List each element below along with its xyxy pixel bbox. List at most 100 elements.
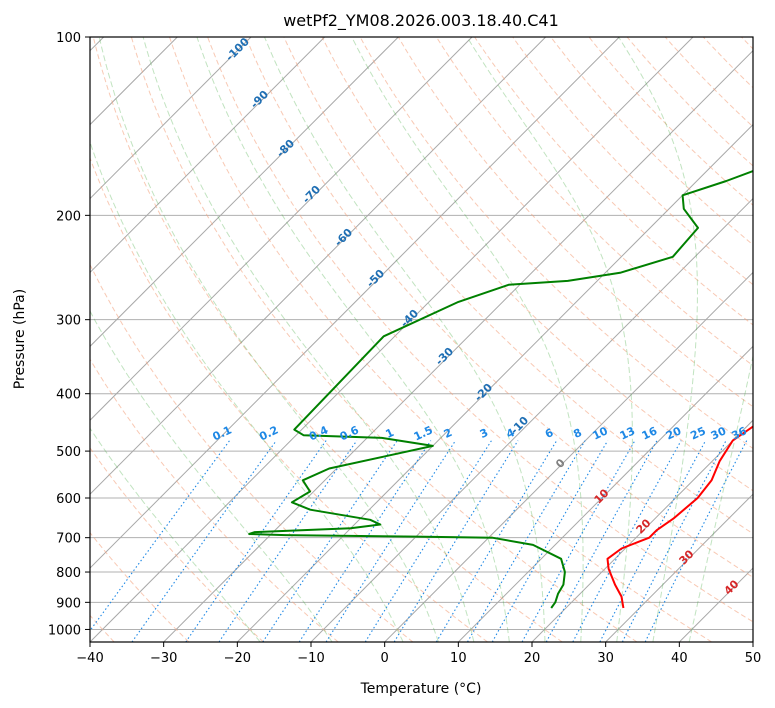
isotherm-line [384, 271, 753, 642]
isotherm-value-label: -20 [472, 381, 495, 404]
isotherm-line [90, 37, 694, 642]
y-tick-label: 200 [56, 209, 81, 224]
moist-adiabat [351, 37, 584, 642]
dry-adiabat [169, 37, 712, 642]
moist-adiabat [618, 37, 699, 642]
isotherm-value-label: -40 [398, 307, 421, 330]
dry-adiabat [741, 37, 753, 50]
isotherm-value-label: -70 [300, 183, 323, 206]
moist-adiabats [90, 37, 753, 642]
y-ticks: 100 200 300 400 500 600 700 800 900 1000 [48, 31, 90, 638]
x-tick-label: −30 [150, 651, 177, 666]
mixing-ratio-line [491, 440, 609, 642]
isotherm-value-label: -50 [364, 267, 387, 290]
mixing-ratio-label: 1.5 [412, 423, 435, 443]
dry-adiabat-value-label: 0 [553, 456, 568, 471]
x-tick-label: 0 [381, 651, 389, 666]
isotherm-line [90, 37, 620, 569]
mixing-ratio-line [262, 440, 398, 642]
isotherm-value-label: -80 [274, 137, 297, 160]
plot-area: 0.1 0.2 0.4 0.6 1 1.5 2 3 4 6 8 10 13 16 20 25 30 36-100-… [48, 31, 761, 666]
y-tick-label: 300 [56, 314, 81, 329]
isotherm-line [90, 37, 326, 274]
grid-lines [90, 37, 753, 642]
y-tick-label: 800 [56, 566, 81, 581]
plot-frame [89, 36, 754, 643]
temperature-series [606, 425, 753, 609]
isotherm-line [90, 37, 252, 200]
dry-adiabat [512, 37, 753, 286]
dry-adiabat-value-label: 30 [677, 547, 697, 567]
moist-adiabat [98, 37, 439, 642]
mixing-ratio-line [325, 440, 456, 642]
mixing-ratio-label: 3 [478, 426, 490, 441]
dry-adiabat [626, 37, 753, 167]
mixing-ratio-line [185, 440, 327, 642]
moist-adiabat [90, 310, 333, 642]
dry-adiabat [90, 358, 339, 642]
isotherm-value-label: -60 [332, 226, 355, 249]
annotation-labels: 0.1 0.2 0.4 0.6 1 1.5 2 3 4 6 8 10 13 16 20 25 30 36-100-… [211, 35, 750, 598]
x-ticks: −40 −30 −20 −10 0 10 20 30 40 50 [76, 642, 761, 666]
y-tick-label: 100 [56, 31, 81, 46]
mixing-ratio-line [218, 440, 358, 642]
mixing-ratio-line [393, 440, 519, 642]
dry-adiabat [90, 447, 264, 642]
mixing-ratio-line [572, 440, 682, 642]
x-tick-label: −20 [224, 651, 251, 666]
moist-adiabat [90, 140, 404, 642]
mixing-ratio-line [298, 440, 432, 642]
moist-adiabat [142, 37, 475, 642]
x-tick-label: −10 [297, 651, 324, 666]
chart-title: wetPf2_YM08.2026.003.18.40.C41 [283, 11, 559, 31]
mixing-ratio-lines [90, 440, 748, 642]
y-tick-label: 1000 [48, 623, 81, 638]
x-tick-label: 50 [745, 651, 762, 666]
mixing-ratio-label: 0.2 [257, 423, 280, 443]
moist-adiabat [264, 37, 546, 642]
mixing-ratio-line [545, 440, 658, 642]
mixing-ratio-label: 8 [571, 426, 583, 441]
dry-adiabat [435, 37, 753, 367]
isotherm-line [236, 123, 753, 642]
dry-adiabat [550, 37, 753, 246]
y-axis-label: Pressure (hPa) [12, 289, 28, 389]
dry-adiabat [245, 37, 753, 578]
dry-adiabat [664, 37, 753, 128]
x-tick-label: 30 [597, 651, 614, 666]
mixing-ratio-label: 0.1 [211, 423, 234, 443]
mixing-ratio-label: 36 [730, 424, 750, 442]
mixing-ratio-line [467, 440, 586, 642]
dry-adiabat [207, 37, 753, 623]
dry-adiabat [90, 263, 414, 642]
mixing-ratio-line [435, 440, 558, 642]
isotherm-value-label: -30 [433, 345, 456, 368]
mixing-ratio-label: 10 [591, 424, 611, 442]
mixing-ratio-label: 13 [618, 424, 637, 442]
dry-adiabat-value-label: 10 [592, 486, 612, 506]
mixing-ratio-label: 20 [664, 424, 684, 442]
dry-adiabat [359, 37, 753, 450]
profile-series [248, 170, 753, 609]
x-tick-label: −40 [76, 651, 103, 666]
x-tick-label: 20 [524, 651, 541, 666]
mixing-ratio-line [90, 440, 231, 632]
dry-adiabat [92, 37, 563, 642]
isotherm-line [752, 641, 753, 642]
mixing-ratio-label: 0.6 [338, 423, 361, 443]
mixing-ratio-line [521, 440, 636, 642]
x-tick-label: 10 [450, 651, 467, 666]
mixing-ratio-line [599, 440, 707, 642]
dry-adiabat [90, 156, 488, 642]
moist-adiabat [90, 427, 261, 642]
dewpoint-series [248, 170, 753, 609]
mixing-ratio-label: 16 [640, 424, 660, 442]
dry-adiabats [90, 37, 753, 642]
dry-adiabat-value-label: 40 [722, 577, 742, 597]
dry-adiabat [321, 37, 753, 492]
isotherm-line [163, 50, 753, 642]
dry-adiabat [90, 531, 190, 642]
isotherm-line [90, 37, 473, 421]
y-tick-label: 600 [56, 492, 81, 507]
